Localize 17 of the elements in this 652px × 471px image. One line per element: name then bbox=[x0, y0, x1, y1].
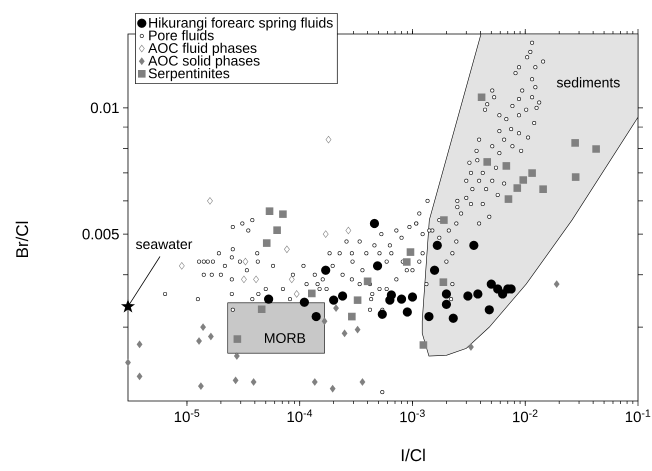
y-tick-label: 0.01 bbox=[90, 102, 119, 114]
x-tick-label: 10$^{-5}$ bbox=[174, 410, 200, 422]
x-tick-label: 10$^{-2}$ bbox=[513, 410, 538, 422]
y-axis-title: Br/Cl bbox=[16, 222, 28, 258]
annotation: sediments bbox=[556, 77, 620, 88]
annotation: seawater bbox=[136, 240, 192, 250]
legend-label: Hikurangi forearc spring fluids bbox=[149, 17, 333, 30]
legend-label: Serpentinites bbox=[148, 68, 230, 82]
legend-label: AOC fluid phases bbox=[148, 42, 256, 56]
y-tick-label: 0.005 bbox=[82, 228, 119, 240]
x-tick-label: 10$^{-3}$ bbox=[400, 410, 425, 422]
legend-label: AOC solid phases bbox=[148, 55, 260, 68]
annotation: MORB bbox=[264, 333, 306, 344]
x-axis-title: I/Cl bbox=[402, 448, 425, 462]
x-tick-label: 10$^{-4}$ bbox=[288, 410, 312, 422]
legend-label: Pore fluids bbox=[149, 30, 214, 40]
x-tick-label: 10$^{-1}$ bbox=[626, 410, 650, 422]
